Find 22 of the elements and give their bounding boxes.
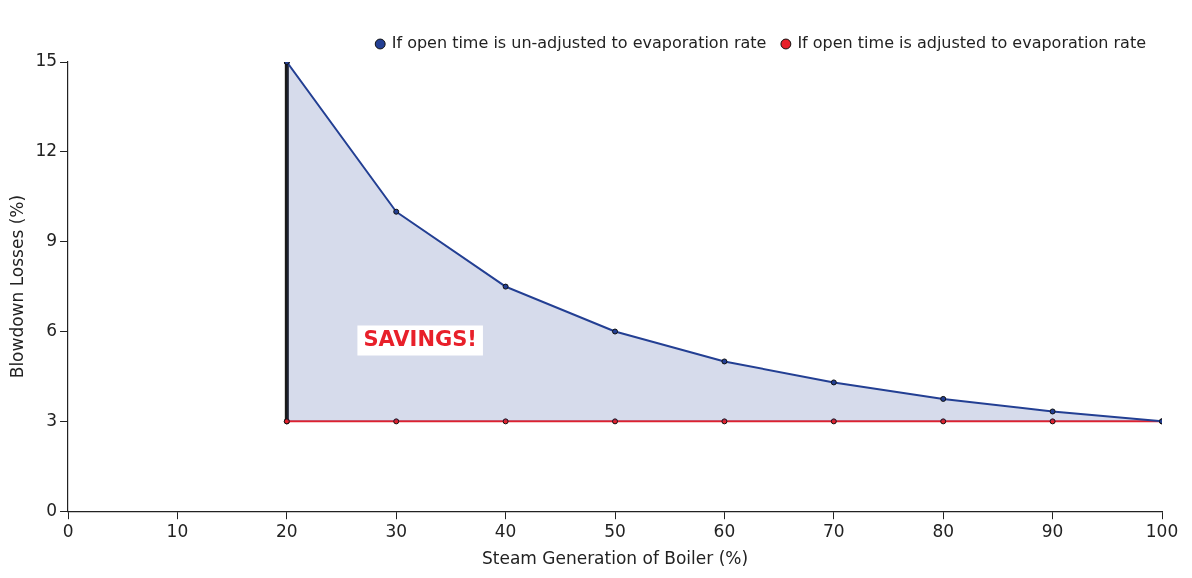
- x-tick-label: 50: [604, 520, 626, 541]
- legend-label: If open time is un-adjusted to evaporation rate: [391, 33, 767, 53]
- x-axis-title: Steam Generation of Boiler (%): [481, 548, 749, 569]
- x-tick-label: 40: [494, 520, 517, 541]
- x-tick-label: 60: [713, 520, 736, 541]
- x-tick-label: 70: [822, 520, 845, 541]
- y-tick-label: 3: [46, 409, 58, 430]
- y-tick-label: 0: [46, 499, 58, 520]
- legend-label: If open time is adjusted to evaporation rate: [797, 33, 1146, 53]
- x-tick-label: 80: [932, 520, 955, 541]
- x-tick-label: 90: [1041, 520, 1064, 541]
- x-tick-label: 0: [62, 520, 74, 541]
- y-tick-label: 12: [35, 140, 58, 161]
- y-tick-label: 9: [46, 230, 58, 251]
- x-tick-label: 100: [1145, 520, 1179, 541]
- y-tick-label: 15: [35, 50, 58, 71]
- x-tick-label: 20: [276, 520, 298, 541]
- x-tick-label: 10: [166, 520, 189, 541]
- x-tick-label: 30: [385, 520, 408, 541]
- y-axis-title: Blowdown Losses (%): [6, 194, 27, 379]
- annotation: SAVINGS!: [363, 326, 477, 351]
- y-tick-label: 6: [46, 319, 58, 340]
